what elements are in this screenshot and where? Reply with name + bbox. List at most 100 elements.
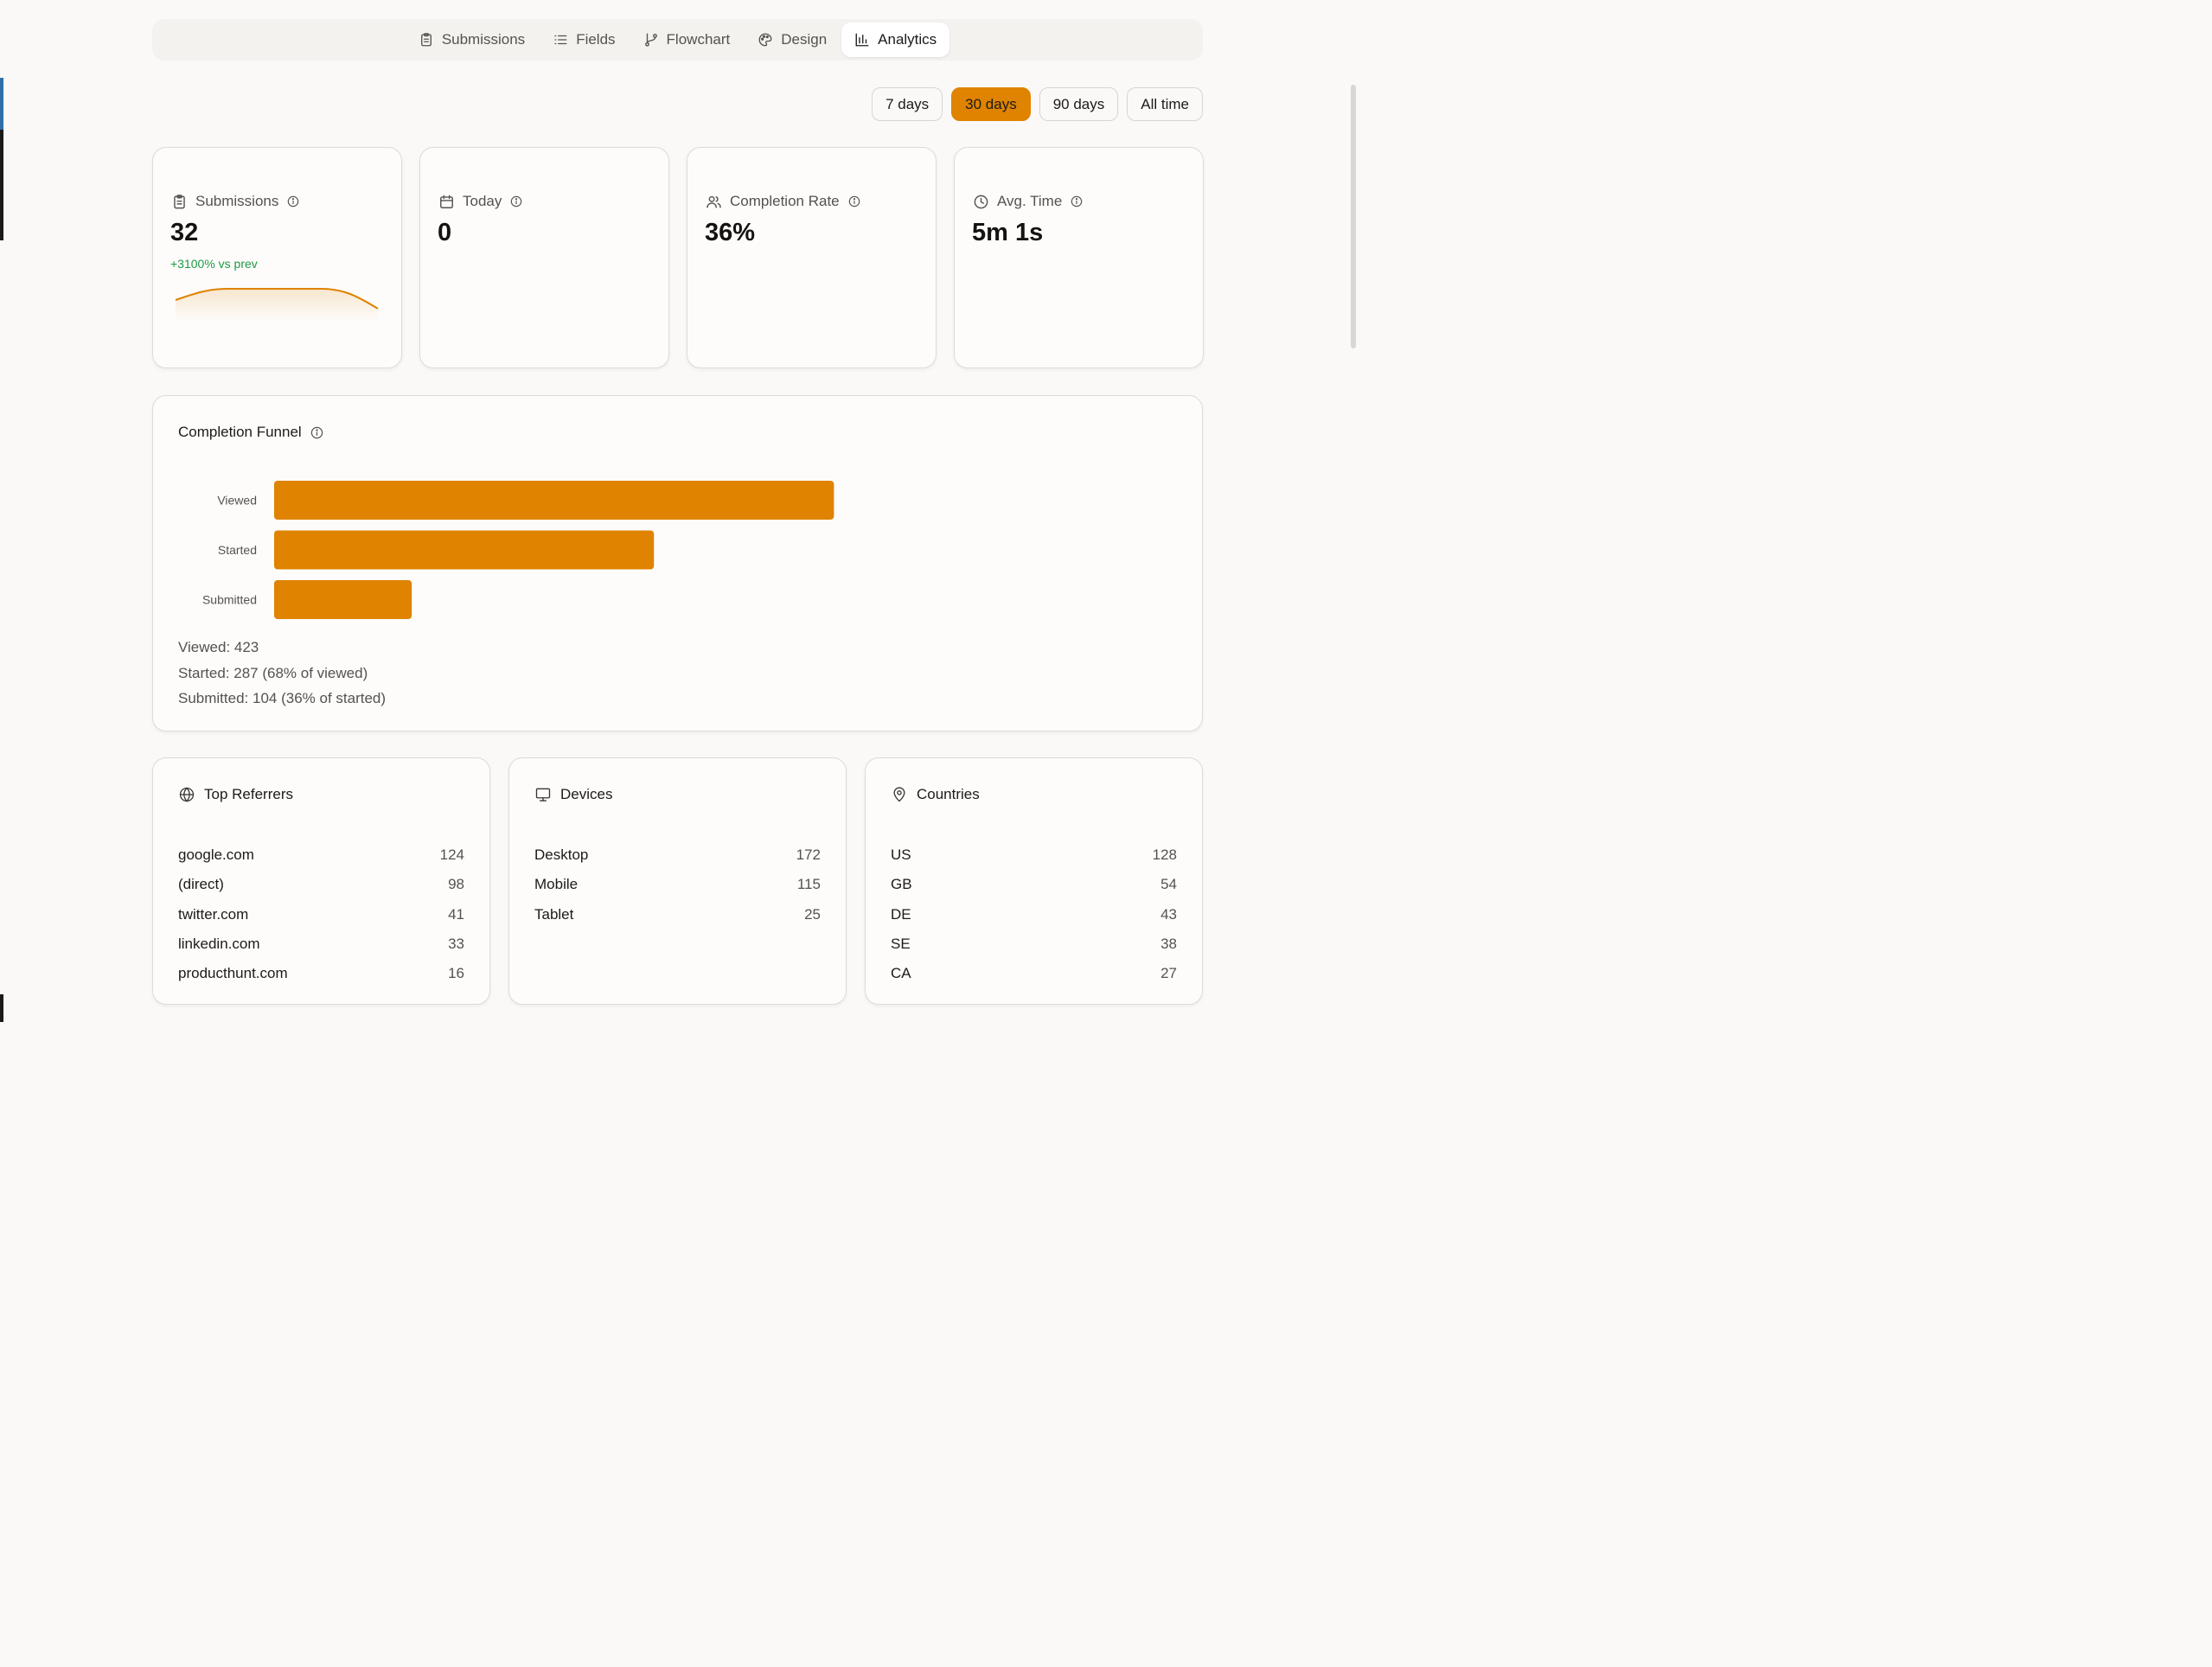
stat-value: 32 [170, 219, 199, 246]
clock-icon [974, 195, 988, 208]
countries-title: Countries [891, 786, 980, 803]
country-name: CA [891, 965, 911, 982]
referrer-count: 98 [448, 876, 464, 893]
funnel-summary-submitted: Submitted: 104 (36% of started) [178, 690, 387, 706]
funnel-category-label: Viewed [217, 494, 257, 508]
tab-submissions[interactable]: Submissions [406, 22, 538, 57]
info-icon[interactable] [310, 426, 323, 439]
stat-label: Today [463, 193, 502, 209]
avg-time-stat-card: Avg. Time 5m 1s [954, 147, 1204, 368]
list-item: producthunt.com 16 [178, 959, 464, 988]
funnel-summary: Viewed: 423 Started: 287 (68% of viewed)… [178, 635, 386, 712]
countries-list: US 128 GB 54 DE 43 SE 38 CA 27 [891, 840, 1177, 988]
funnel-category-label: Submitted [202, 593, 257, 607]
map-pin-icon [893, 787, 905, 802]
funnel-bar [274, 481, 834, 520]
funnel-summary-started: Started: 287 (68% of viewed) [178, 664, 368, 681]
card-title-text: Countries [917, 786, 980, 802]
list-item: Mobile 115 [534, 870, 821, 899]
git-branch-icon [644, 33, 657, 47]
range-7-days-button[interactable]: 7 days [872, 87, 943, 121]
device-count: 25 [804, 905, 821, 923]
country-count: 128 [1152, 846, 1177, 864]
device-name: Tablet [534, 905, 574, 923]
info-icon[interactable] [510, 195, 522, 208]
window-edge [0, 994, 3, 1022]
sparkline-line [175, 288, 379, 310]
tab-label: Flowchart [666, 31, 731, 48]
referrer-name: google.com [178, 846, 254, 864]
card-title-text: Completion Funnel [178, 424, 302, 440]
tab-label: Design [781, 31, 828, 48]
list-item: SE 38 [891, 929, 1177, 959]
stat-label: Avg. Time [997, 193, 1063, 209]
list-item: google.com 124 [178, 840, 464, 870]
referrers-title: Top Referrers [178, 786, 293, 803]
funnel-category-label: Started [218, 543, 257, 557]
clipboard-icon [174, 194, 185, 208]
submissions-sparkline [175, 288, 379, 323]
tab-design[interactable]: Design [745, 22, 840, 57]
sparkline-area [176, 289, 378, 323]
stat-value: 36% [705, 219, 756, 246]
country-count: 43 [1160, 905, 1177, 923]
stat-label: Completion Rate [730, 193, 840, 209]
range-all-time-button[interactable]: All time [1127, 87, 1203, 121]
tab-flowchart[interactable]: Flowchart [630, 22, 744, 57]
card-title-text: Devices [560, 786, 613, 802]
referrer-count: 41 [448, 905, 464, 923]
form-editor-tabs: Submissions Fields Flowchart Design Anal… [152, 19, 1203, 61]
referrer-name: linkedin.com [178, 936, 260, 953]
list-item: US 128 [891, 840, 1177, 870]
window-edge [0, 78, 3, 130]
stat-label: Submissions [195, 193, 279, 209]
tab-label: Fields [576, 31, 616, 48]
referrer-count: 33 [448, 936, 464, 953]
clipboard-icon [420, 33, 432, 47]
list-item: DE 43 [891, 900, 1177, 929]
funnel-chart: Viewed Started Submitted [202, 481, 834, 619]
users-icon [706, 195, 721, 208]
funnel-bar [274, 530, 655, 570]
country-count: 38 [1160, 936, 1177, 953]
list-item: GB 54 [891, 870, 1177, 899]
info-icon[interactable] [848, 195, 860, 208]
card-title-text: Top Referrers [204, 786, 293, 802]
tab-fields[interactable]: Fields [540, 22, 628, 57]
info-icon[interactable] [287, 195, 299, 208]
scrollbar-thumb[interactable] [1351, 85, 1356, 348]
country-name: DE [891, 905, 911, 923]
stat-value: 0 [438, 219, 452, 246]
range-30-days-button[interactable]: 30 days [951, 87, 1031, 121]
list-item: linkedin.com 33 [178, 929, 464, 959]
funnel-bar [274, 580, 412, 619]
analytics-page: Submissions Fields Flowchart Design Anal… [0, 0, 1356, 1022]
referrer-name: producthunt.com [178, 965, 288, 982]
info-icon[interactable] [1071, 195, 1083, 208]
tab-label: Analytics [878, 31, 937, 48]
list-item: CA 27 [891, 959, 1177, 988]
countries-card: Countries US 128 GB 54 DE 43 SE 38 CA 27 [865, 757, 1203, 1005]
list-item: twitter.com 41 [178, 900, 464, 929]
device-count: 115 [796, 876, 821, 893]
globe-icon [179, 787, 195, 802]
stat-header: Submissions [171, 193, 299, 210]
referrer-name: (direct) [178, 876, 224, 893]
date-range-selector: 7 days 30 days 90 days All time [872, 87, 1203, 121]
range-90-days-button[interactable]: 90 days [1039, 87, 1119, 121]
funnel-title: Completion Funnel [178, 424, 323, 441]
tab-label: Submissions [441, 31, 526, 48]
country-name: US [891, 846, 911, 864]
tab-analytics[interactable]: Analytics [841, 22, 950, 57]
devices-list: Desktop 172 Mobile 115 Tablet 25 [534, 840, 821, 929]
window-edge [0, 130, 3, 240]
top-referrers-card: Top Referrers google.com 124 (direct) 98 t… [152, 757, 490, 1005]
device-name: Desktop [534, 846, 589, 864]
monitor-icon [535, 788, 551, 802]
completion-rate-stat-card: Completion Rate 36% [687, 147, 937, 368]
bar-chart-icon [855, 33, 869, 47]
stat-header: Avg. Time [973, 193, 1083, 210]
calendar-icon [440, 195, 453, 208]
country-count: 27 [1160, 965, 1177, 982]
referrer-count: 124 [439, 846, 464, 864]
